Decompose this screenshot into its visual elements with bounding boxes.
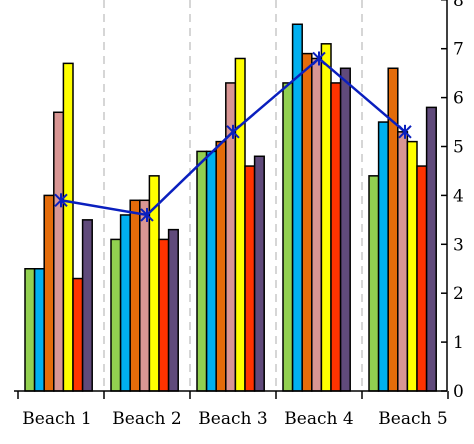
bar-5-6	[416, 165, 428, 392]
category-label-3: Beach 3	[198, 409, 267, 429]
bar-1-4	[53, 111, 65, 392]
y-tick-label-1: 1	[453, 333, 464, 353]
bar-2-1	[110, 238, 122, 392]
category-separators	[103, 0, 363, 391]
bar-2-7	[167, 228, 179, 392]
y-tick-label-6: 6	[453, 89, 464, 109]
bar-1-1	[24, 268, 36, 392]
y-tick-label-2: 2	[453, 284, 464, 304]
bar-3-1	[196, 150, 208, 392]
y-tick-label-3: 3	[453, 235, 464, 255]
bar-2-2	[119, 214, 131, 392]
line-point-5	[398, 124, 412, 139]
y-tick-label-0: 0	[453, 382, 464, 402]
mean-line-layer	[54, 51, 412, 222]
axes-layer	[14, 0, 449, 399]
line-point-3	[226, 124, 240, 139]
line-point-1	[54, 193, 68, 208]
bar-4-3	[301, 52, 313, 392]
bar-4-1	[282, 82, 294, 392]
bar-2-6	[158, 238, 170, 392]
bar-5-1	[368, 175, 380, 392]
bars-layer	[24, 23, 437, 392]
bar-5-3	[387, 67, 399, 392]
bar-1-2	[33, 268, 45, 392]
bar-1-7	[81, 219, 93, 392]
category-label-1: Beach 1	[22, 409, 91, 429]
bar-5-4	[397, 131, 409, 392]
bar-5-2	[377, 121, 389, 392]
bar-3-2	[205, 150, 217, 392]
bar-4-6	[330, 82, 342, 392]
bar-3-6	[244, 165, 256, 392]
line-point-4	[312, 51, 326, 66]
category-label-4: Beach 4	[284, 409, 353, 429]
bar-1-3	[43, 194, 55, 392]
bar-4-5	[320, 43, 332, 392]
bar-3-5	[234, 57, 246, 392]
category-label-5: Beach 5	[378, 409, 447, 429]
y-tick-label-5: 5	[453, 138, 464, 158]
bar-1-6	[72, 277, 84, 392]
y-tick-labels: 0 1 2 3 4 5 6 7 8	[453, 0, 464, 402]
bar-3-7	[253, 155, 265, 392]
bar-4-4	[311, 57, 323, 392]
bar-5-7	[425, 106, 437, 392]
y-tick-label-7: 7	[453, 40, 464, 60]
line-point-2	[140, 207, 154, 222]
bar-2-3	[129, 199, 141, 392]
y-tick-label-8: 8	[453, 0, 464, 11]
y-tick-label-4: 4	[453, 186, 464, 206]
bar-2-4	[139, 199, 151, 392]
bar-4-7	[339, 67, 351, 392]
bar-1-5	[62, 62, 74, 392]
bar-5-5	[406, 140, 418, 392]
category-label-2: Beach 2	[112, 409, 181, 429]
category-labels: Beach 1 Beach 2 Beach 3 Beach 4 Beach 5	[22, 409, 447, 429]
bar-3-3	[215, 140, 227, 392]
